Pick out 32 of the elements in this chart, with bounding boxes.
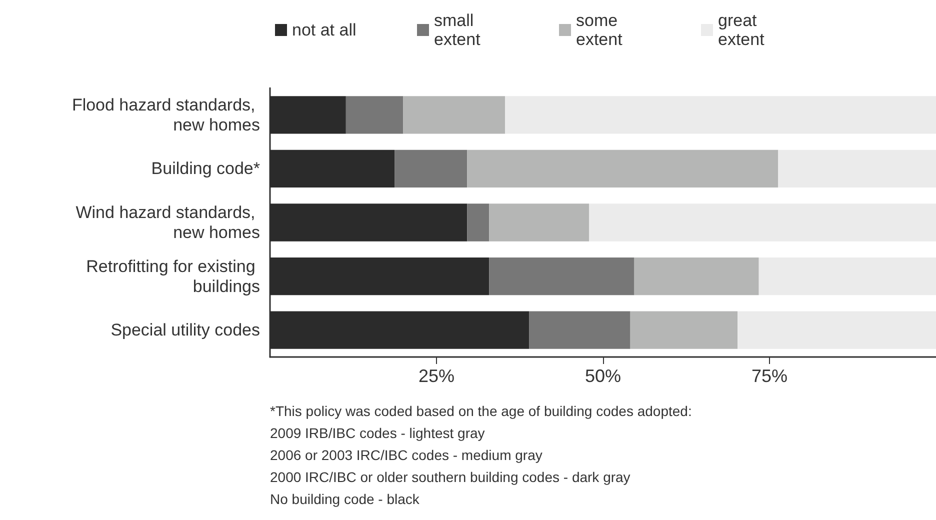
x-tick-label: 75%: [751, 366, 788, 386]
y-tick-label: Building code*: [151, 159, 260, 178]
bar: [467, 204, 490, 242]
legend-label: great extent: [718, 11, 765, 49]
text: 2000 IRC/IBC or older southern building codes - dark gray: [270, 469, 630, 485]
legend-label: not at all: [292, 20, 356, 40]
x-tick-label: 25%: [418, 366, 455, 386]
text: 2006 or 2003 IRC/IBC codes - medium gray: [270, 447, 542, 463]
legend-label: small extent: [434, 11, 481, 49]
bar: [778, 150, 936, 188]
bar: [758, 257, 936, 296]
text: 2009 IRB/IBC codes - lightest gray: [270, 425, 485, 441]
legend-label: some extent: [576, 11, 623, 49]
bar: [346, 96, 404, 134]
bar: [505, 96, 936, 134]
x-tick-label: 50%: [584, 366, 622, 386]
text: No building code - black: [270, 491, 420, 507]
bar: [738, 311, 936, 349]
bar: [467, 150, 778, 188]
y-tick-label: Retrofitting for existing buildings: [86, 256, 260, 296]
y-tick-label: Special utility codes: [110, 320, 260, 340]
bar: [403, 96, 506, 134]
bar: [634, 257, 759, 296]
bar: [630, 311, 738, 349]
bar: [489, 257, 634, 296]
text: *This policy was coded based on the age of building codes adopted:: [270, 403, 692, 419]
y-tick-label: Wind hazard standards, new homes: [76, 203, 260, 242]
bar: [529, 311, 630, 349]
bar: [394, 150, 468, 188]
bar: [489, 204, 590, 242]
bar: [589, 204, 936, 242]
y-tick-label: Flood hazard standards, new homes: [72, 95, 260, 134]
